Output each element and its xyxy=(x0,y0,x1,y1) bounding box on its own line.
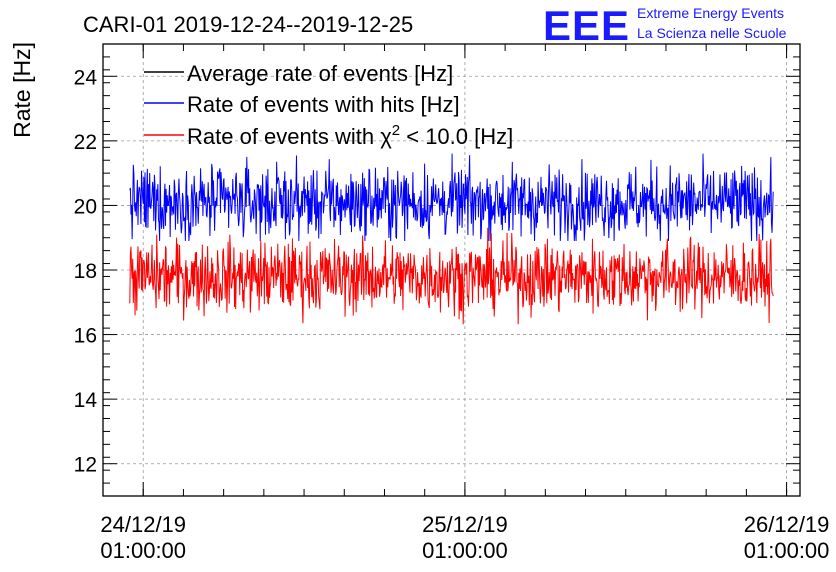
logo-line-1: Extreme Energy Events xyxy=(637,5,784,21)
eee-logo: EEE Extreme Energy Events La Scienza nel… xyxy=(543,2,787,49)
legend-label-hits: Rate of events with hits [Hz] xyxy=(187,92,460,117)
legend-item-chi2: Rate of events with χ2 < 10.0 [Hz] xyxy=(144,122,513,149)
x-tick-label-time: 01:00:00 xyxy=(422,538,508,563)
x-tick-label-date: 24/12/19 xyxy=(100,512,186,537)
ticks: 1214161820222424/12/1901:00:0025/12/1901… xyxy=(74,43,830,563)
x-tick-label-date: 25/12/19 xyxy=(422,512,508,537)
legend-item-hits: Rate of events with hits [Hz] xyxy=(144,92,460,117)
y-tick-label: 24 xyxy=(74,66,98,89)
y-tick-label: 14 xyxy=(74,389,98,412)
legend-label-chi2-symbol: χ xyxy=(380,124,392,149)
y-tick-label: 16 xyxy=(74,325,97,348)
x-tick-label-time: 01:00:00 xyxy=(100,538,186,563)
chart-title: CARI-01 2019-12-24--2019-12-25 xyxy=(83,12,413,37)
series-layer xyxy=(129,153,774,325)
y-tick-label: 12 xyxy=(74,454,97,477)
legend-label-chi2-prefix: Rate of events with xyxy=(187,124,380,149)
logo-mark: EEE xyxy=(543,2,630,49)
legend-label-chi2-sup: 2 xyxy=(392,122,400,139)
legend-item-average: Average rate of events [Hz] xyxy=(144,61,453,86)
x-tick-label-time: 01:00:00 xyxy=(744,538,830,563)
y-tick-label: 22 xyxy=(74,131,97,154)
logo-line-2: La Scienza nelle Scuole xyxy=(637,25,787,41)
y-tick-label: 18 xyxy=(74,260,97,283)
legend-label-chi2: Rate of events with χ2 < 10.0 [Hz] xyxy=(187,122,513,149)
series-line-2 xyxy=(129,227,774,325)
legend: Average rate of events [Hz] Rate of even… xyxy=(144,61,513,149)
y-tick-label: 20 xyxy=(74,195,97,218)
y-axis-label: Rate [Hz] xyxy=(9,42,35,138)
legend-label-chi2-suffix: < 10.0 [Hz] xyxy=(400,124,513,149)
series-line-1 xyxy=(129,153,774,241)
legend-label-average: Average rate of events [Hz] xyxy=(187,61,453,86)
x-tick-label-date: 26/12/19 xyxy=(744,512,830,537)
